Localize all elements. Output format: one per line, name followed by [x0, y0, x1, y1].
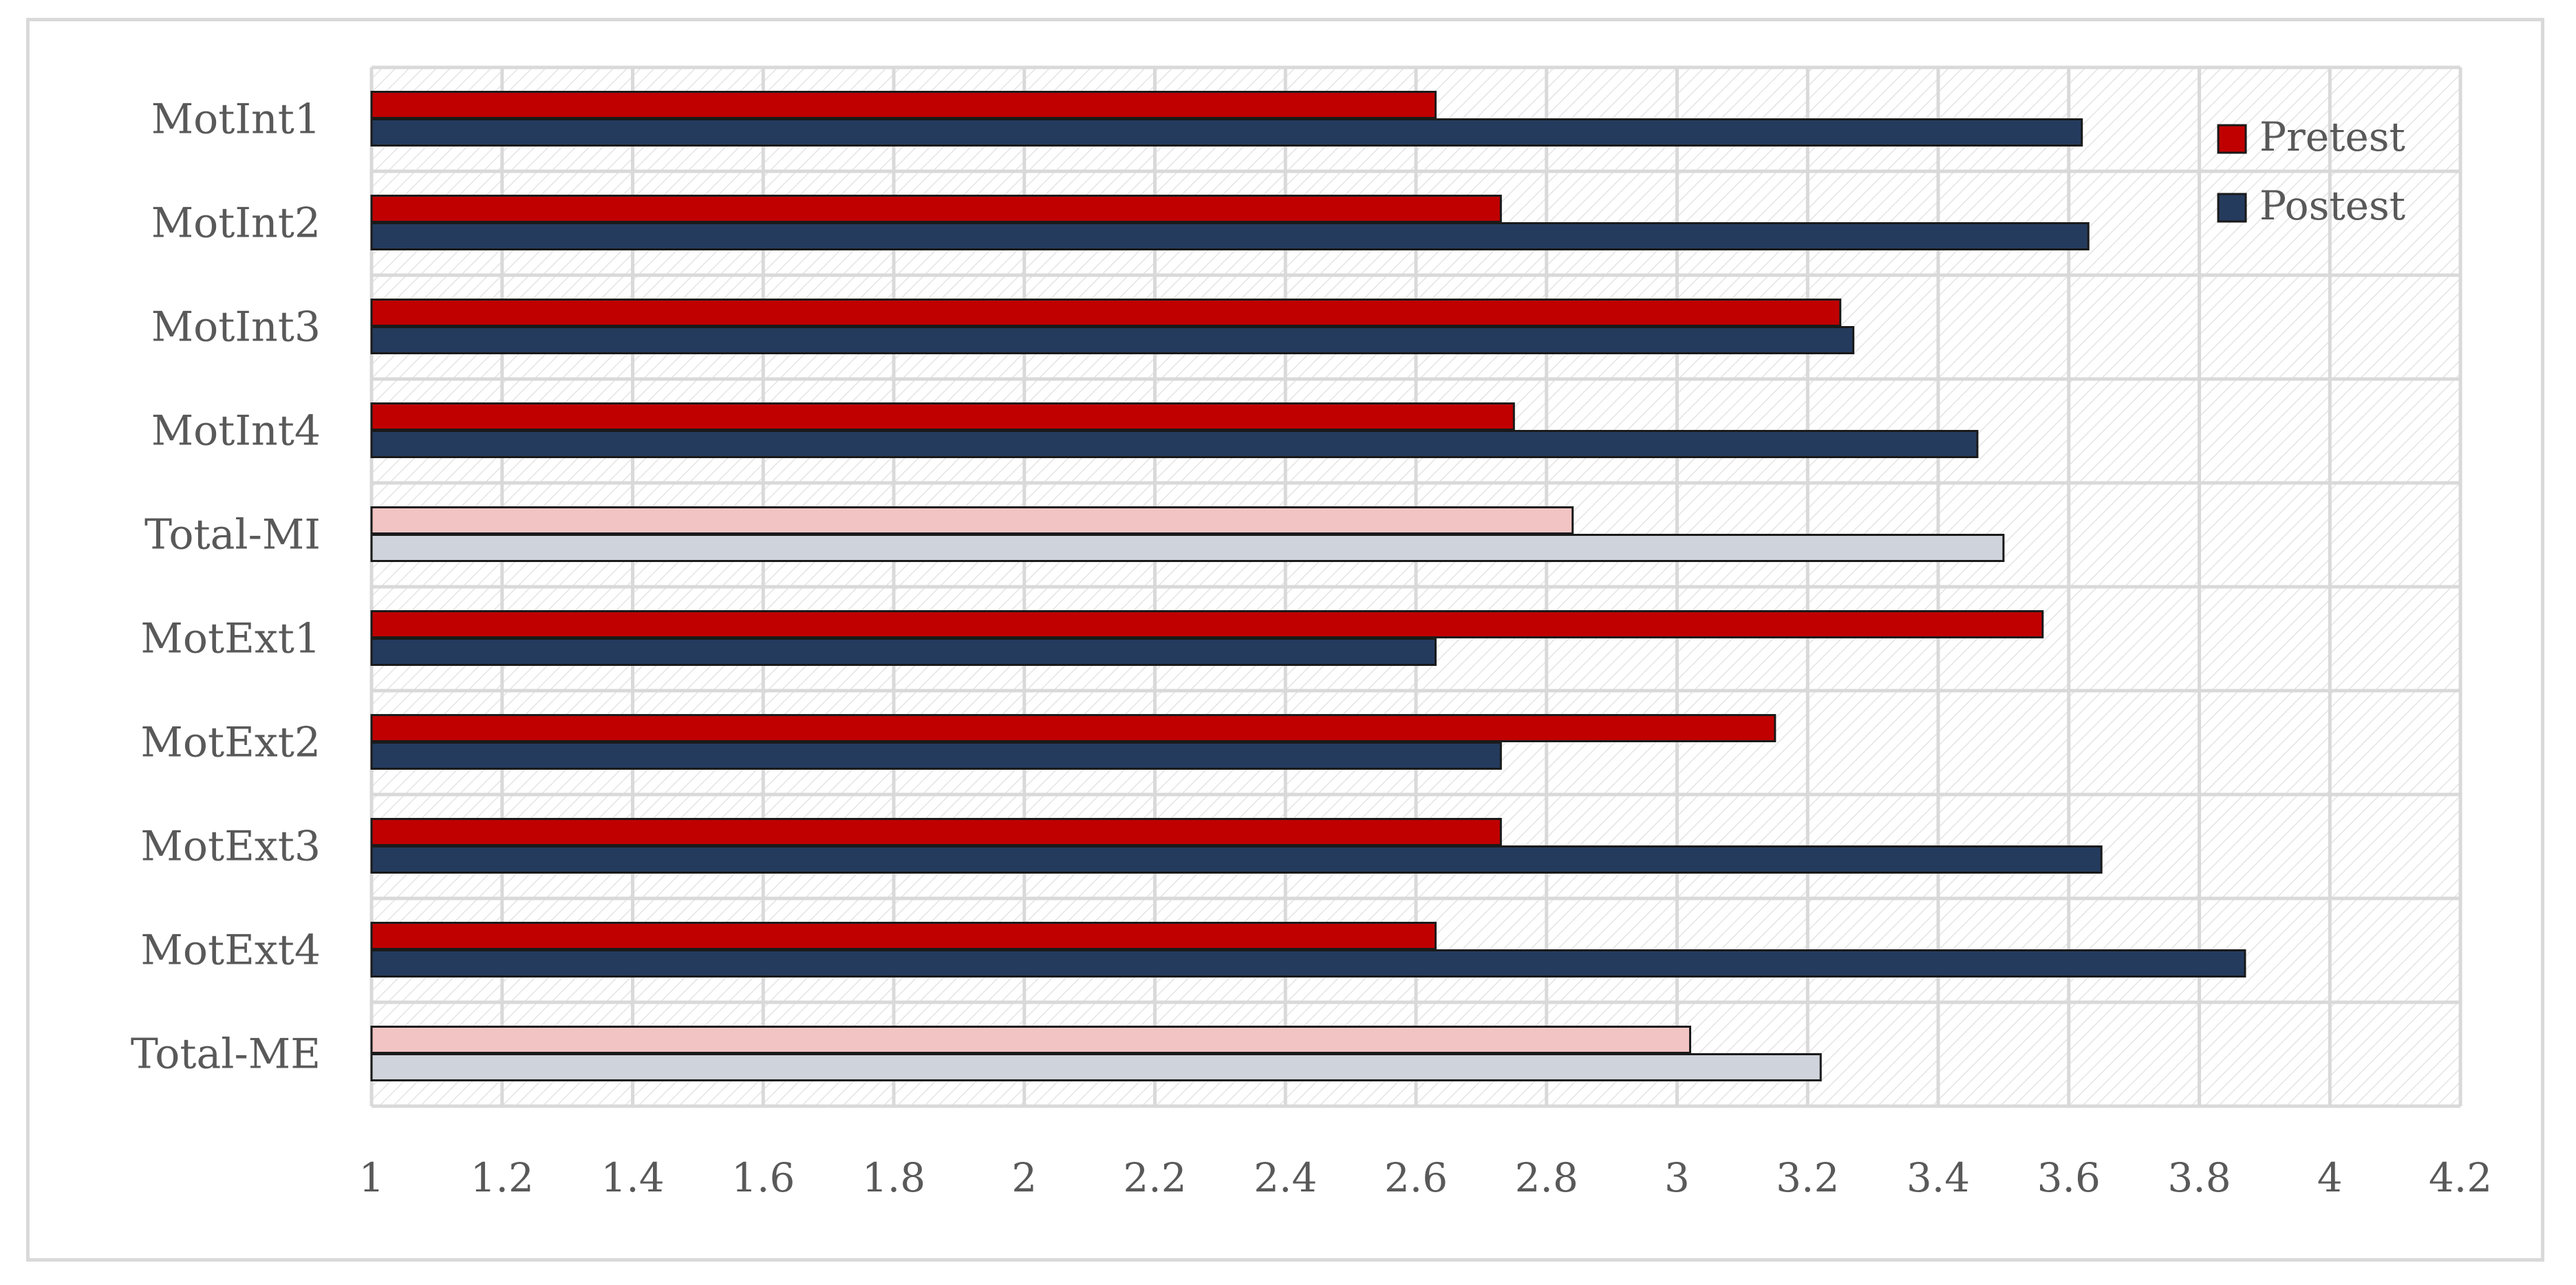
bar-postest-motext2	[370, 742, 1502, 770]
x-tick-label: 2	[1011, 1154, 1037, 1201]
category-label: MotInt1	[151, 96, 321, 144]
legend-label-pretest: Pretest	[2260, 114, 2405, 160]
x-tick-label: 3.2	[1776, 1154, 1839, 1201]
x-tick-label: 1.4	[601, 1154, 664, 1201]
bar-pretest-motint3	[370, 299, 1842, 327]
value-axis: 1 1.2 1.4 1.6 1.8 2 2.2 2.4 2.6 2.8 3 3.2 3.4 3.6 3.8 4…	[359, 1154, 2493, 1201]
x-tick-label: 1.8	[862, 1154, 925, 1201]
bar-postest-motext1	[370, 638, 1437, 666]
x-tick-label: 3.4	[1907, 1154, 1970, 1201]
category-label: MotInt3	[151, 303, 321, 352]
x-tick-label: 1	[359, 1154, 385, 1201]
category-label: MotExt3	[140, 823, 321, 871]
x-tick-label: 4.2	[2429, 1154, 2492, 1201]
x-tick-label: 3.8	[2167, 1154, 2231, 1201]
category-axis: MotInt1 MotInt2 MotInt3 MotInt4 Total-MI MotE…	[131, 96, 321, 1079]
legend-swatch-pretest	[2217, 124, 2247, 154]
x-tick-label: 3	[1664, 1154, 1690, 1201]
category-label: MotInt2	[151, 199, 321, 248]
category-label: Total-MI	[144, 511, 321, 559]
bar-pretest-motint4	[370, 402, 1515, 431]
bar-postest-total-me	[370, 1053, 1822, 1081]
x-tick-label: 4	[2317, 1154, 2343, 1201]
bar-pretest-motint2	[370, 195, 1502, 223]
bar-pretest-motext4	[370, 922, 1437, 950]
bar-postest-motext3	[370, 845, 2103, 874]
x-tick-label: 1.6	[731, 1154, 795, 1201]
bar-postest-motext4	[370, 949, 2246, 978]
x-tick-label: 2.4	[1254, 1154, 1317, 1201]
bar-postest-total-mi	[370, 534, 2005, 562]
x-tick-label: 2.2	[1123, 1154, 1186, 1201]
x-tick-label: 1.2	[471, 1154, 534, 1201]
bar-pretest-motint1	[370, 91, 1437, 119]
bar-pretest-total-mi	[370, 506, 1574, 534]
bars	[370, 91, 2246, 1081]
category-label: MotExt2	[140, 719, 321, 767]
bar-postest-motint3	[370, 326, 1855, 354]
x-tick-label: 2.6	[1384, 1154, 1448, 1201]
category-label: MotInt4	[151, 407, 321, 455]
bar-pretest-motext3	[370, 818, 1502, 846]
bar-postest-motint2	[370, 222, 2090, 250]
bar-pretest-motext1	[370, 610, 2044, 638]
bar-pretest-total-me	[370, 1026, 1691, 1054]
bar-pretest-motext2	[370, 714, 1777, 742]
legend-label-postest: Postest	[2260, 182, 2405, 229]
x-tick-label: 3.6	[2037, 1154, 2101, 1201]
x-tick-label: 2.8	[1515, 1154, 1578, 1201]
bar-postest-motint4	[370, 430, 1979, 458]
bar-postest-motint1	[370, 118, 2083, 147]
category-label: Total-ME	[131, 1030, 321, 1079]
legend-swatch-postest	[2217, 193, 2247, 223]
category-label: MotExt1	[140, 615, 321, 663]
legend: Pretest Postest	[2217, 114, 2405, 229]
category-label: MotExt4	[140, 927, 321, 975]
